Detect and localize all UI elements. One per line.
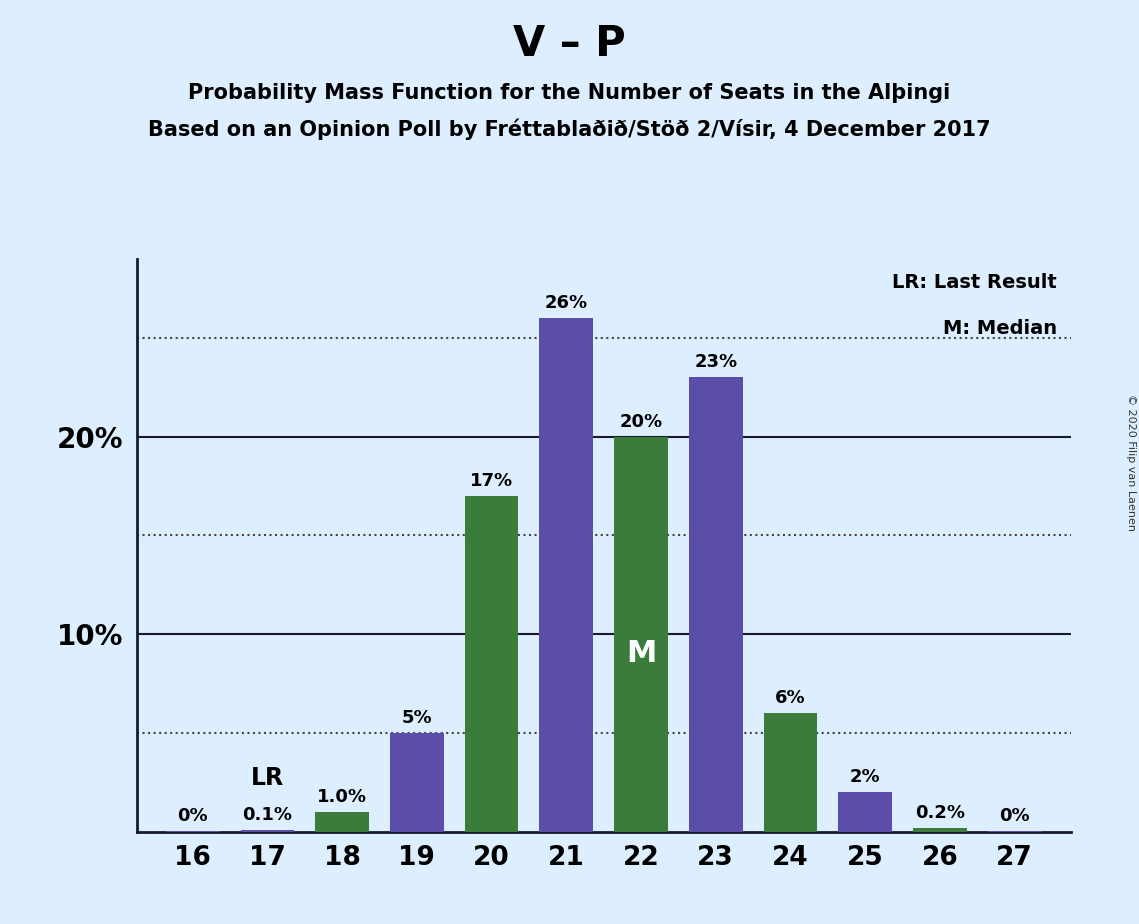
Text: 17%: 17% — [470, 472, 514, 490]
Text: 26%: 26% — [544, 294, 588, 312]
Text: 20%: 20% — [620, 413, 663, 431]
Text: LR: Last Result: LR: Last Result — [892, 274, 1057, 292]
Text: V – P: V – P — [514, 23, 625, 65]
Bar — [166, 831, 220, 832]
Bar — [988, 831, 1041, 832]
Bar — [316, 812, 369, 832]
Text: 0%: 0% — [178, 807, 208, 825]
Bar — [838, 792, 892, 832]
Bar — [763, 713, 818, 832]
Bar — [913, 828, 967, 832]
Text: 0.1%: 0.1% — [243, 806, 293, 823]
Text: M: Median: M: Median — [943, 319, 1057, 338]
Text: 0.2%: 0.2% — [915, 804, 965, 821]
Text: 0%: 0% — [999, 807, 1030, 825]
Text: 23%: 23% — [694, 353, 737, 371]
Bar — [390, 733, 444, 832]
Bar — [540, 318, 593, 832]
Text: 1.0%: 1.0% — [317, 788, 367, 806]
Text: 2%: 2% — [850, 768, 880, 786]
Text: Probability Mass Function for the Number of Seats in the Alþingi: Probability Mass Function for the Number… — [188, 83, 951, 103]
Bar — [614, 436, 667, 832]
Bar — [465, 496, 518, 832]
Text: 6%: 6% — [776, 689, 805, 707]
Text: © 2020 Filip van Laenen: © 2020 Filip van Laenen — [1126, 394, 1136, 530]
Text: LR: LR — [251, 766, 284, 790]
Text: Based on an Opinion Poll by Fréttablaðið/Stöð 2/Vísir, 4 December 2017: Based on an Opinion Poll by Fréttablaðið… — [148, 118, 991, 140]
Bar — [689, 377, 743, 832]
Text: 5%: 5% — [402, 709, 432, 727]
Text: M: M — [625, 639, 656, 668]
Bar — [240, 830, 294, 832]
